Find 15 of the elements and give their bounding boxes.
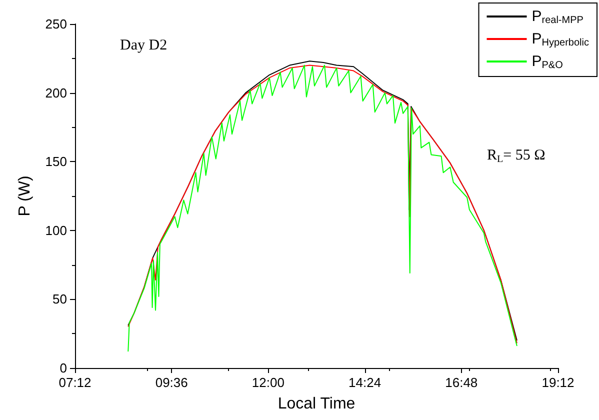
- y-tick-label: 0: [60, 360, 67, 376]
- x-tick-label: 07:12: [58, 375, 92, 390]
- x-axis-title: Local Time: [278, 396, 356, 412]
- annotation: Day D2: [120, 38, 168, 54]
- y-axis-title: P (W): [16, 176, 34, 216]
- y-tick-label: 150: [45, 154, 67, 170]
- y-tick-label: 100: [45, 222, 67, 238]
- x-tick-label: 09:36: [155, 375, 188, 390]
- y-tick-label: 200: [45, 85, 67, 100]
- x-tick-label: 12:00: [252, 375, 284, 390]
- x-tick-label: 19:12: [542, 375, 574, 390]
- x-tick-label: 14:24: [348, 375, 382, 390]
- y-tick-label: 250: [45, 16, 67, 32]
- x-tick-label: 16:48: [445, 375, 478, 390]
- y-tick-label: 50: [52, 292, 67, 307]
